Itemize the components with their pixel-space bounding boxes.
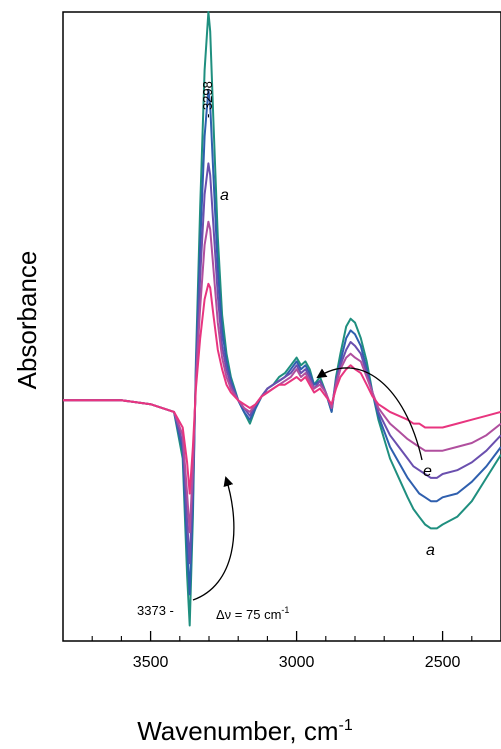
x-axis-ticks: 3500 3000 2500 — [91, 631, 473, 671]
shift-arrow — [192, 476, 235, 601]
x-axis-title-superscript: -1 — [339, 717, 353, 734]
series-label-a-top: a — [220, 187, 229, 204]
spectrum-series-5 — [63, 282, 501, 495]
shift-label-main: Δν = 75 cm — [216, 607, 281, 622]
spectrum-series-1 — [63, 11, 501, 627]
trend-arrow — [316, 367, 423, 461]
x-tick-label: 2500 — [425, 654, 461, 671]
spectrum-series-2 — [63, 88, 501, 596]
shift-label: Δν = 75 cm-1 — [216, 605, 289, 622]
shift-label-superscript: -1 — [281, 605, 289, 615]
plot-frame — [62, 11, 501, 642]
x-axis-title-main: Wavenumber, cm — [137, 716, 338, 746]
series-label-e: e — [423, 463, 432, 480]
spectrum-series-3 — [63, 162, 501, 565]
spectrum-series-4 — [63, 220, 501, 534]
y-axis-title: Absorbance — [12, 251, 42, 390]
peak-label-3298: - 3298 — [200, 81, 215, 118]
x-tick-label: 3500 — [133, 654, 169, 671]
x-axis-title: Wavenumber, cm-1 — [137, 716, 353, 746]
spectra-series-group — [63, 11, 501, 627]
peak-label-3373: 3373 - — [137, 603, 174, 618]
series-label-a-bottom: a — [426, 542, 435, 559]
x-tick-label: 3000 — [279, 654, 315, 671]
